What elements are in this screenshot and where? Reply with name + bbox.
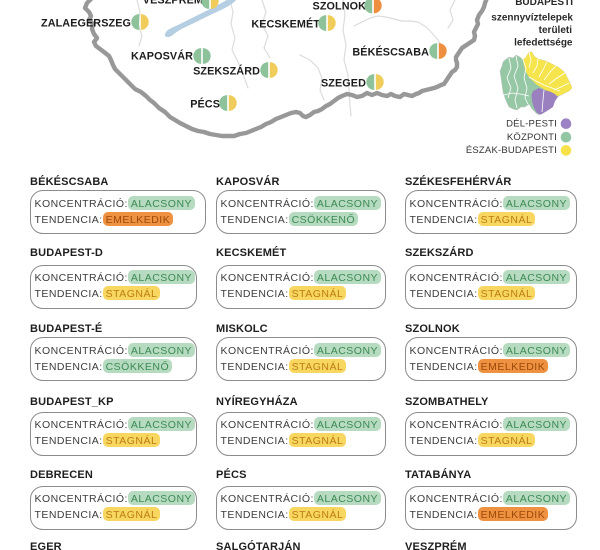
svg-text:lefedettsége: lefedettsége bbox=[514, 38, 573, 49]
svg-text:SZOLNOK: SZOLNOK bbox=[313, 1, 367, 13]
svg-text:DÉL-PESTI: DÉL-PESTI bbox=[506, 119, 557, 130]
svg-text:szennyvíztelepek: szennyvíztelepek bbox=[491, 13, 573, 24]
svg-text:ÉSZAK-BUDAPESTI: ÉSZAK-BUDAPESTI bbox=[466, 145, 557, 156]
svg-text:BUDAPESTI: BUDAPESTI bbox=[515, 0, 573, 8]
svg-text:KECSKEMÉT: KECSKEMÉT bbox=[251, 18, 320, 31]
svg-text:KÖZPONTI: KÖZPONTI bbox=[507, 132, 557, 143]
svg-text:KAPOSVÁR: KAPOSVÁR bbox=[131, 50, 193, 63]
svg-text:SZEGED: SZEGED bbox=[321, 78, 366, 90]
svg-text:területi: területi bbox=[539, 25, 573, 36]
svg-text:SZEKSZÁRD: SZEKSZÁRD bbox=[193, 65, 260, 78]
svg-text:VESZPRÉM: VESZPRÉM bbox=[143, 0, 203, 7]
svg-text:ZALAEGERSZEG: ZALAEGERSZEG bbox=[41, 18, 131, 30]
svg-text:PÉCS: PÉCS bbox=[190, 98, 220, 111]
svg-text:BÉKÉSCSABA: BÉKÉSCSABA bbox=[352, 46, 429, 59]
